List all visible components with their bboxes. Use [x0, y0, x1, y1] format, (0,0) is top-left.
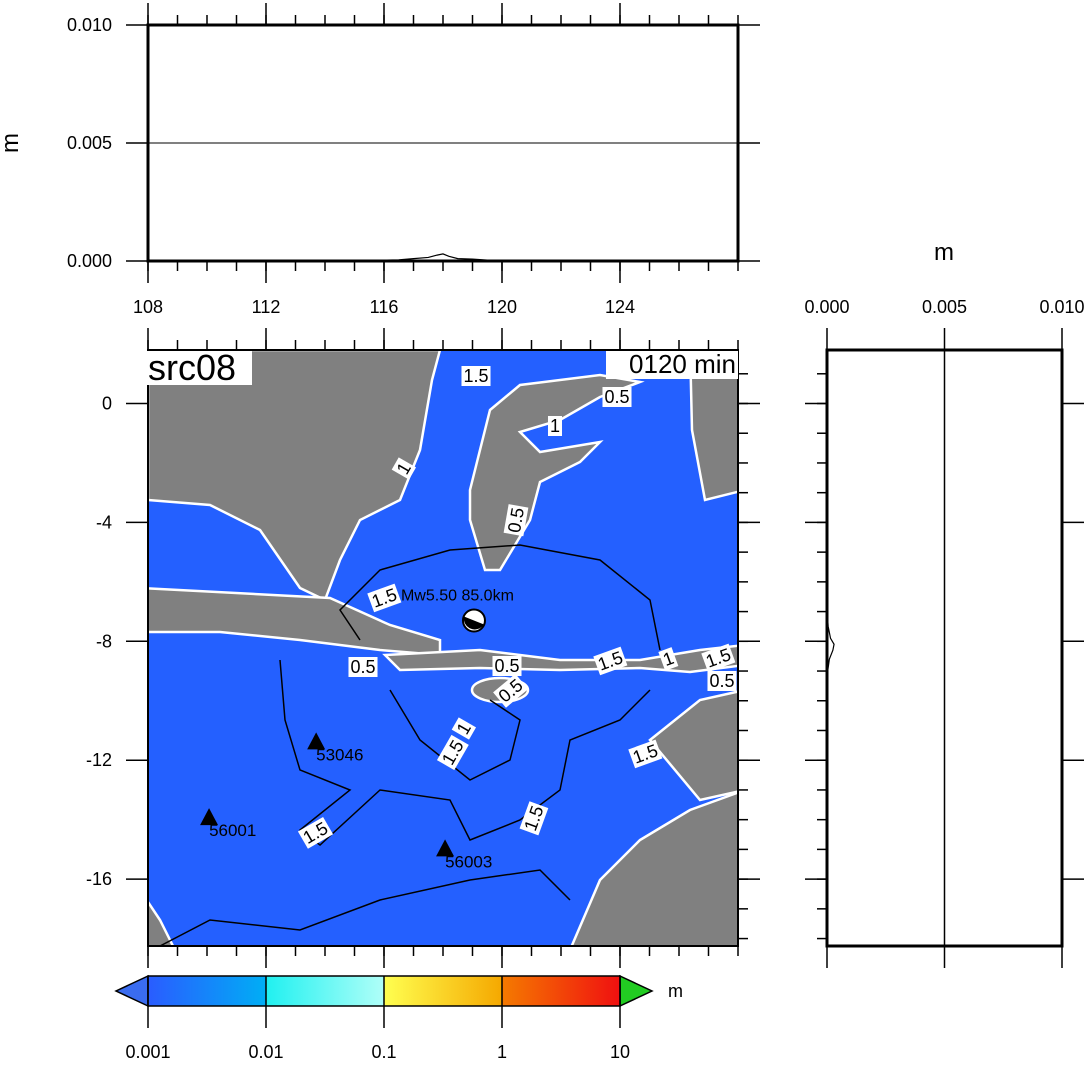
land — [148, 350, 442, 602]
contour-label-text: 0.5 — [350, 657, 375, 677]
colorbar-tick-label: 10 — [610, 1042, 630, 1062]
contour-label: 1.5 — [367, 583, 402, 613]
map-area — [148, 350, 738, 946]
label-box — [461, 366, 491, 386]
x-tick-label: 0.000 — [804, 297, 849, 317]
y-tick-label: -8 — [96, 631, 112, 651]
x-tick-label: 0.005 — [922, 297, 967, 317]
y-tick-label: 0.010 — [67, 15, 112, 35]
y-tick-label: 0.000 — [67, 251, 112, 271]
contour-label-text: 1 — [550, 416, 560, 436]
colorbar-tick-label: 0.001 — [125, 1042, 170, 1062]
contour-label: 0.5 — [348, 657, 378, 677]
beachball — [463, 616, 484, 630]
station-label: 56003 — [445, 852, 492, 871]
y-tick-label: 0.005 — [67, 133, 112, 153]
label-box — [451, 717, 477, 740]
time-box — [606, 351, 738, 379]
station — [307, 732, 326, 750]
contour — [339, 544, 661, 651]
contour-label: 0.5 — [492, 656, 522, 676]
contour-label: 1 — [547, 416, 563, 436]
contour-label-text: 0.5 — [709, 671, 734, 691]
colorbar-tick-label: 1 — [497, 1042, 507, 1062]
land — [648, 690, 738, 802]
label-box — [348, 657, 378, 677]
label-box — [297, 816, 334, 849]
epicenter-label: Mw5.50 85.0km — [401, 588, 514, 605]
colorbar-segment — [266, 976, 384, 1006]
label-box — [391, 457, 417, 480]
map-title: src08 — [148, 347, 236, 388]
y-tick-label: -4 — [96, 512, 112, 532]
colorbar-over — [619, 974, 654, 1008]
land — [570, 791, 738, 946]
contour — [389, 689, 521, 781]
colorbar-segment — [384, 976, 502, 1006]
x-tick-label: 112 — [252, 297, 281, 317]
label-box — [658, 647, 679, 671]
station-label: 56001 — [209, 821, 256, 840]
x-tick-label: 116 — [370, 297, 399, 317]
label-box — [503, 504, 529, 537]
colorbar-segment — [502, 976, 620, 1006]
colorbar-under — [114, 974, 149, 1008]
label-box — [547, 416, 563, 436]
contour-label: 0.5 — [707, 671, 737, 691]
contour-label: 1 — [391, 457, 417, 480]
label-box — [701, 643, 736, 673]
x-tick-label: 108 — [133, 297, 163, 317]
label-box — [492, 656, 522, 676]
label-box — [602, 387, 632, 407]
colorbar-segment — [148, 976, 266, 1006]
x-tick-label: 0.010 — [1039, 297, 1084, 317]
land — [148, 899, 175, 946]
label-box — [707, 671, 737, 691]
top-y-label: m — [0, 133, 24, 153]
contour-label-text: 1.5 — [463, 366, 488, 386]
waveform — [310, 253, 650, 262]
land — [382, 644, 738, 674]
x-tick-label: 124 — [605, 297, 635, 317]
colorbar-tick-label: 0.01 — [248, 1042, 283, 1062]
station-label: 53046 — [316, 745, 363, 764]
y-tick-label: 0 — [102, 394, 112, 414]
colorbar-unit: m — [668, 981, 683, 1001]
label-box — [436, 734, 469, 771]
contour — [159, 869, 571, 946]
contour-label: 1.5 — [461, 366, 491, 386]
contour-label: 1 — [658, 647, 679, 671]
contour-label: 1.5 — [519, 801, 549, 836]
label-box — [593, 646, 628, 676]
station — [200, 808, 219, 826]
contour-label: 1.5 — [628, 739, 663, 769]
contour-label-text: 0.5 — [604, 387, 629, 407]
label-box — [367, 583, 402, 613]
waveform — [826, 608, 835, 683]
title-box — [144, 351, 252, 385]
colorbar-tick-label: 0.1 — [371, 1042, 396, 1062]
time-label: 0120 min — [629, 349, 736, 379]
label-box — [519, 801, 549, 836]
label-box — [493, 673, 529, 708]
label-box — [628, 739, 663, 769]
contour-label: 0.5 — [503, 504, 529, 537]
x-tick-label: 120 — [487, 297, 517, 317]
side-title: m — [934, 239, 954, 266]
y-tick-label: -16 — [86, 869, 112, 889]
contour-label-text: 0.5 — [494, 656, 519, 676]
station — [436, 839, 455, 857]
y-tick-label: -12 — [86, 750, 112, 770]
contour-label: 1 — [451, 717, 477, 740]
contour-label: 0.5 — [602, 387, 632, 407]
land — [688, 350, 738, 502]
contour — [279, 659, 651, 846]
contour-label-text: 0.5 — [504, 506, 528, 534]
